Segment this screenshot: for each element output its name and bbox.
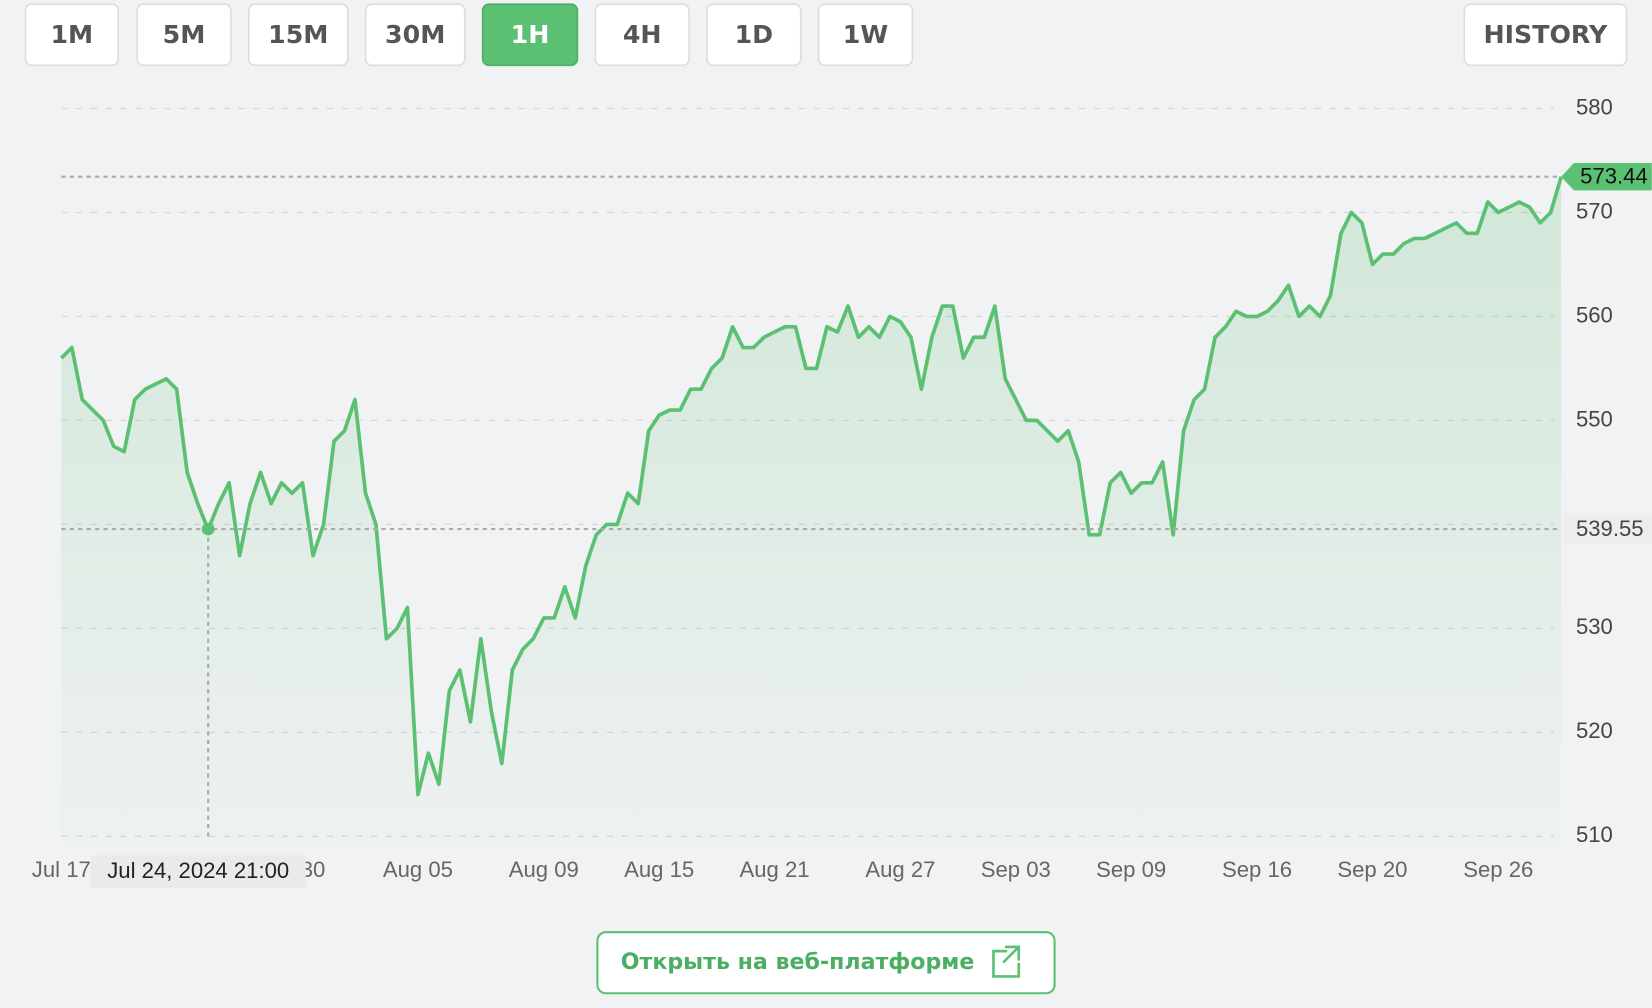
x-tick-label: Sep 26 (1463, 857, 1533, 882)
last-price-label: 573.44 (1580, 164, 1648, 189)
interval-button[interactable]: 1H (481, 3, 579, 67)
x-tick-label: Sep 20 (1337, 857, 1407, 882)
interval-button-label[interactable]: 1M (50, 20, 93, 49)
interval-button[interactable]: 5M (136, 3, 232, 67)
crosshair-value-tag (1563, 513, 1652, 545)
interval-button-label[interactable]: 1D (735, 20, 774, 49)
y-tick-label: 550 (1576, 406, 1613, 431)
x-tick-label: Aug 27 (865, 857, 935, 882)
crosshair-date-tag (90, 855, 306, 888)
interval-button-frame[interactable] (817, 3, 914, 67)
interval-button-frame[interactable] (248, 3, 349, 67)
toolbar: 1M 5M 15M 30M 1H 4H 1D 1W HISTORY (24, 3, 1628, 67)
y-tick-label: 530 (1576, 614, 1613, 639)
interval-button-frame[interactable] (706, 3, 802, 67)
interval-button-frame[interactable] (136, 3, 232, 67)
crosshair-date-label: Jul 24, 2024 21:00 (107, 858, 289, 883)
last-price-tag (1561, 163, 1652, 191)
interval-button-label[interactable]: 5M (163, 20, 206, 49)
crosshair-dot (201, 522, 215, 536)
interval-button-frame[interactable] (481, 3, 579, 67)
interval-button-frame[interactable] (364, 3, 466, 67)
interval-button-label[interactable]: 15M (268, 20, 328, 49)
history-button-frame[interactable] (1463, 3, 1628, 67)
interval-button[interactable]: 4H (594, 3, 690, 67)
x-tick-label: Aug 21 (740, 857, 810, 882)
x-tick-label: Aug 15 (624, 857, 694, 882)
x-tick-label: Sep 03 (981, 857, 1051, 882)
price-line (60, 176, 1563, 797)
y-tick-label: 570 (1576, 198, 1613, 223)
history-button-label[interactable]: HISTORY (1483, 20, 1608, 49)
footer-button-frame[interactable] (596, 931, 1056, 995)
interval-button-label[interactable]: 4H (623, 20, 662, 49)
price-area (61, 176, 1562, 843)
y-tick-label: 510 (1576, 822, 1613, 847)
y-tick-label: 520 (1576, 718, 1613, 743)
x-tick-label: Aug 09 (509, 857, 579, 882)
y-tick-label: 580 (1576, 94, 1613, 119)
footer-button[interactable]: Открыть на веб-платформе (596, 931, 1056, 995)
footer-button-label[interactable]: Открыть на веб-платформе (621, 949, 975, 975)
x-tick-label: Jul 17 (32, 857, 91, 882)
history-button[interactable]: HISTORY (1463, 3, 1628, 67)
interval-button[interactable]: 1D (706, 3, 802, 67)
interval-button-frame[interactable] (594, 3, 690, 67)
y-tick-label: 560 (1576, 302, 1613, 327)
interval-button-label[interactable]: 1H (511, 20, 550, 49)
x-tick-label: Aug 05 (383, 857, 453, 882)
interval-button[interactable]: 1M (24, 3, 119, 67)
interval-button-label[interactable]: 30M (385, 20, 445, 49)
interval-button[interactable]: 30M (364, 3, 466, 67)
x-tick-label: Sep 16 (1222, 857, 1292, 882)
interval-button[interactable]: 15M (248, 3, 349, 67)
interval-button-label[interactable]: 1W (843, 20, 889, 49)
interval-button[interactable]: 1W (817, 3, 914, 67)
crosshair-value-label: 539.55 (1576, 516, 1644, 541)
external-link-icon (992, 945, 1021, 978)
interval-button-frame[interactable] (24, 3, 119, 67)
x-tick-label: Sep 09 (1096, 857, 1166, 882)
